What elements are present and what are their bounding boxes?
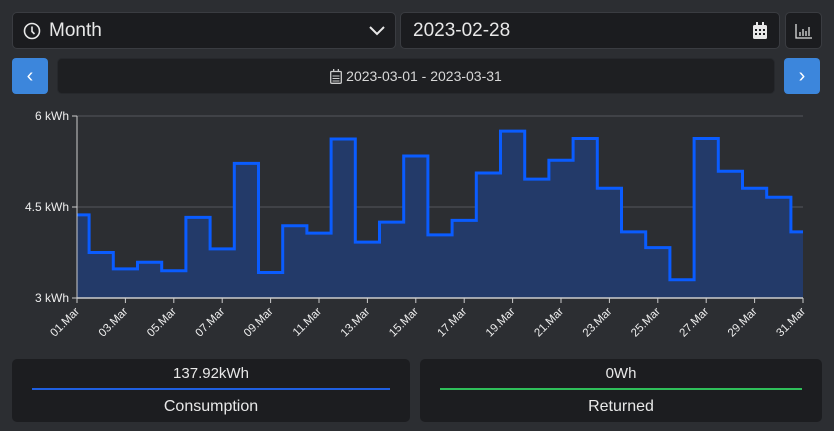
chart-type-button[interactable] (785, 12, 822, 49)
returned-bar (440, 388, 802, 390)
x-tick-label: 25.Mar (629, 306, 663, 340)
clock-icon (23, 22, 41, 39)
returned-card: 0Wh Returned (420, 359, 822, 422)
x-tick-label: 07.Mar (194, 306, 228, 340)
consumption-value: 137.92kWh (173, 365, 249, 382)
consumption-label: Consumption (163, 398, 259, 415)
returned-label: Returned (588, 398, 654, 415)
x-tick-label: 27.Mar (678, 306, 712, 340)
x-tick-label: 29.Mar (726, 306, 760, 340)
x-tick-label: 11.Mar (291, 306, 324, 339)
returned-value: 0Wh (605, 365, 637, 382)
x-tick-label: 21.Mar (532, 306, 566, 340)
x-tick-label: 31.Mar (774, 306, 808, 340)
y-tick-label: 6 kWh (35, 109, 69, 123)
consumption-card: 137.92kWh Consumption (12, 359, 410, 422)
x-tick-label: 03.Mar (97, 306, 131, 340)
date-range-label: 2023-03-01 - 2023-03-31 (346, 68, 502, 84)
consumption-chart: 3 kWh 4.5 kWh 6 kWh 01.Mar 03.Mar 05.Mar 07.Ma… (25, 109, 808, 340)
x-tick-label: 05.Mar (145, 306, 179, 340)
x-tick-label: 17.Mar (436, 306, 470, 340)
x-tick-label: 15.Mar (387, 306, 421, 340)
y-tick-label: 4.5 kWh (25, 200, 69, 214)
period-select[interactable]: Month (12, 12, 396, 49)
y-tick-label: 3 kWh (35, 291, 69, 305)
date-input[interactable]: 2023-02-28 (400, 12, 780, 49)
calendar-icon[interactable] (753, 22, 767, 39)
date-range-display: 2023-03-01 - 2023-03-31 (57, 58, 775, 94)
date-value: 2023-02-28 (413, 19, 511, 41)
x-tick-label: 01.Mar (48, 306, 82, 340)
consumption-bar (32, 388, 390, 390)
x-tick-label: 13.Mar (339, 306, 373, 340)
bar-chart-icon (794, 23, 812, 39)
x-tick-label: 09.Mar (242, 306, 276, 340)
x-tick-label: 23.Mar (581, 306, 615, 340)
previous-period-button[interactable]: ‹ (12, 58, 48, 94)
period-value: Month (49, 19, 102, 41)
calendar-icon (330, 68, 343, 84)
x-tick-label: 19.Mar (484, 306, 518, 340)
consumption-line (77, 129, 803, 282)
next-period-button[interactable]: › (784, 58, 820, 94)
chevron-down-icon (369, 25, 385, 35)
